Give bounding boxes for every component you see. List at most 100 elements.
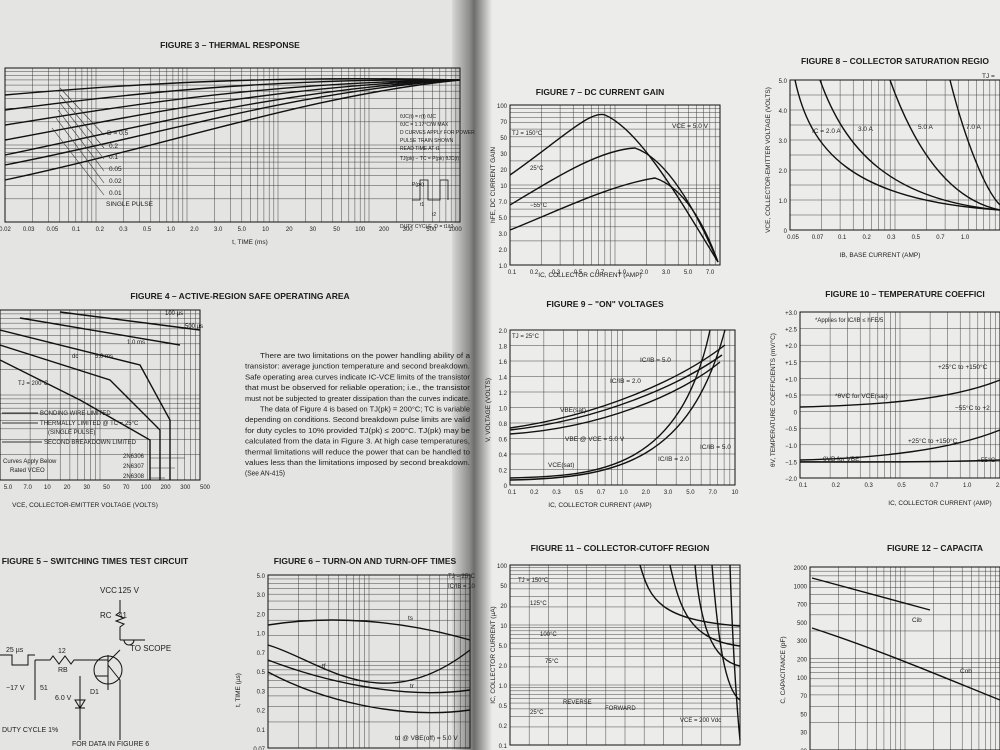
y-tick-label: 700: [797, 603, 808, 609]
annotation: 25°C: [530, 166, 544, 172]
figure-title: FIGURE 8 – COLLECTOR SATURATION REGIO: [801, 56, 989, 66]
x-tick-label: 5.0: [684, 270, 693, 276]
y-tick-label: +1.0: [785, 377, 798, 383]
x-tick-label: 0.1: [508, 270, 517, 276]
y-tick-label: 10: [500, 184, 507, 190]
annotation: 500 µs: [185, 324, 203, 330]
x-tick-label: 2.0: [190, 227, 199, 233]
curve: [74, 699, 86, 709]
curve: [4, 79, 461, 111]
x-tick-label: 1.0: [619, 490, 628, 496]
annotation: Rated VCEO: [10, 468, 45, 474]
y-tick-label: 20: [500, 604, 507, 610]
curve: [267, 671, 471, 714]
y-tick-label: 4.0: [779, 109, 788, 115]
x-tick-label: 0.3: [552, 490, 561, 496]
annotation: −55°C: [530, 203, 548, 209]
y-tick-label: 0.1: [499, 744, 508, 750]
body-text: transistor: average junction temperature…: [245, 362, 470, 371]
y-tick-label: 0: [794, 411, 798, 417]
body-text: (See AN-415): [245, 469, 285, 478]
annotation: VBE(sat): [560, 407, 586, 414]
y-tick-label: 0.4: [499, 453, 508, 459]
annotation: TJ = 200°C: [18, 381, 49, 387]
annotation: dc: [72, 354, 78, 360]
plot-frame: [789, 79, 1000, 231]
circuit-label: −17 V: [6, 685, 25, 692]
figure-title: FIGURE 4 – ACTIVE-REGION SAFE OPERATING …: [130, 291, 349, 301]
x-tick-label: 0.03: [23, 227, 35, 233]
annotation: FORWARD: [605, 706, 636, 712]
y-tick-label: +1.5: [785, 361, 798, 367]
curve: [4, 79, 461, 166]
annotation: 0.2: [109, 143, 118, 150]
x-axis-label: IC, COLLECTOR CURRENT (AMP): [548, 502, 651, 509]
x-tick-label: 0.7: [936, 235, 945, 241]
x-tick-label: 20: [286, 227, 293, 233]
curve: [509, 344, 726, 429]
curve: [509, 361, 721, 435]
y-tick-label: 1.8: [499, 345, 508, 351]
y-tick-label: 0.3: [257, 689, 266, 695]
curve: [889, 79, 1000, 211]
y-tick-label: 3.0: [499, 232, 508, 238]
annotation: SINGLE PULSE: [106, 201, 154, 208]
annotation: VCE = 200 Vdc: [680, 718, 721, 724]
annotation: *θVC for VCE(sat): [835, 393, 888, 400]
x-tick-label: 200: [161, 485, 172, 491]
plot-frame: [509, 329, 736, 486]
annotation: 0.05: [109, 166, 122, 173]
annotation: SECOND BREAKDOWN LIMITED: [44, 440, 137, 446]
plot-frame: [509, 104, 721, 266]
x-tick-label: 0.1: [838, 235, 847, 241]
body-text: that must be observed for reliable opera…: [245, 383, 471, 392]
x-tick-label: 1.0: [167, 227, 176, 233]
plot-frame: [0, 309, 201, 481]
annotation: *Applies for IC/IB ≤ hFE/5: [815, 318, 884, 324]
annotation: θJC = 1.17°C/W MAX: [400, 122, 449, 128]
annotation: IC/IB = 10: [448, 584, 476, 590]
x-tick-label: 0.7: [597, 490, 606, 496]
annotation: ts: [408, 615, 414, 622]
annotation: 2N6308: [123, 474, 145, 480]
x-tick-label: 0.3: [552, 270, 561, 276]
x-tick-label: 0.3: [864, 483, 873, 489]
body-text: thermal limitations will reduce the powe…: [245, 447, 470, 456]
y-tick-label: 5.0: [499, 216, 508, 222]
x-tick-label: 0.5: [912, 235, 921, 241]
annotation: 5.0 ms: [95, 354, 113, 360]
y-tick-label: 500: [797, 621, 808, 627]
circuit-label: VCC: [100, 586, 117, 595]
leader-line: [57, 109, 105, 172]
annotation: 0.01: [109, 190, 122, 197]
x-tick-label: 7.0: [706, 270, 715, 276]
y-tick-label: −2.0: [785, 477, 798, 483]
x-tick-label: 1000: [448, 227, 462, 233]
x-tick-label: 0.05: [47, 227, 59, 233]
x-tick-label: 5.0: [686, 490, 695, 496]
y-tick-label: 50: [800, 712, 807, 718]
x-tick-label: 500: [426, 227, 437, 233]
circuit-label: 25 µs: [6, 647, 24, 654]
y-tick-label: 50: [500, 136, 507, 142]
annotation: TJ = 150°C: [518, 578, 549, 584]
annotation: IC/IB = 2.0: [610, 378, 641, 385]
annotation: Curves Apply Below: [3, 459, 57, 465]
x-tick-label: 0.2: [530, 490, 539, 496]
circuit-label: 12: [58, 648, 66, 655]
y-tick-label: 0.8: [499, 422, 508, 428]
annotation: 0.02: [109, 178, 122, 185]
curve: [0, 344, 161, 480]
circuit-label: TO SCOPE: [130, 644, 171, 653]
y-tick-label: 1.0: [499, 407, 508, 413]
x-tick-label: 0.5: [575, 490, 584, 496]
curve: [694, 564, 741, 667]
y-tick-label: 0.2: [257, 709, 266, 715]
x-tick-label: 500: [200, 485, 211, 491]
x-tick-label: 3.0: [662, 270, 671, 276]
x-tick-label: 2.0: [996, 483, 1000, 489]
x-tick-label: 50: [103, 485, 110, 491]
circuit-label: 125 V: [118, 586, 140, 595]
x-tick-label: 10: [44, 485, 51, 491]
annotation: IC/IB = 2.0: [658, 456, 689, 463]
